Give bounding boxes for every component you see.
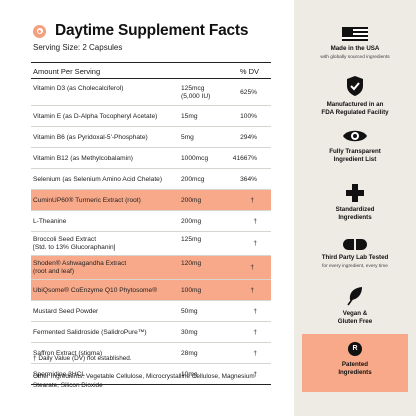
ingredient-name: Spermidine 3HCL [33, 371, 86, 378]
ingredient-name: Vitamin E (as D-Alpha Tocopheryl Acetate… [33, 113, 158, 120]
table-row: Vitamin E (as D-Alpha Tocopheryl Acetate… [31, 106, 271, 127]
ingredient-dv: † [253, 371, 257, 378]
table-row: Fermented Salidroside (SalidroPure™) 30m… [31, 322, 271, 343]
ingredient-dv: † [253, 218, 257, 225]
ingredient-name: UbiQsome® CoEnzyme Q10 Phytosome® [33, 287, 158, 294]
table-row: Selenium (as Selenium Amino Acid Chelate… [31, 169, 271, 190]
feature-vegan: Vegan & Gluten Free [294, 286, 416, 325]
ingredient-name: Vitamin B12 (as Methylcobalamin) [33, 155, 133, 162]
feature-fda-facility: Manufactured in an FDA Regulated Facilit… [294, 75, 416, 116]
ingredient-dv: 364% [240, 176, 257, 183]
ingredient-amount: 5mg [181, 134, 194, 141]
ingredient-amount: 1000mcg [181, 155, 209, 162]
ingredient-name: Vitamin D3 (as Cholecalciferol) [33, 85, 124, 92]
facts-table: Amount Per Serving % DV Vitamin D3 (as C… [31, 62, 271, 385]
ingredient-dv: † [253, 308, 257, 315]
feature-lab-tested: Third Party Lab Tested for every ingredi… [294, 239, 416, 269]
table-row: Vitamin B6 (as Pyridoxal-5'-Phosphate) 5… [31, 127, 271, 148]
ingredient-amount: 200mcg [181, 176, 205, 183]
ingredient-amount: 30mg [181, 329, 198, 336]
serving-size: Serving Size: 2 Capsules [33, 43, 123, 52]
feature-made-in-usa: Made in the USA with globally sourced in… [294, 27, 416, 60]
feature-title: Fully Transparent Ingredient List [329, 148, 381, 163]
page-title: Daytime Supplement Facts [55, 22, 249, 39]
table-row: L-Theanine 200mg † [31, 211, 271, 232]
feature-title: Standardized Ingredients [335, 206, 375, 221]
shield-check-icon [347, 76, 363, 96]
feature-title: Vegan & Gluten Free [337, 310, 373, 325]
table-row-highlighted: UbiQsome® CoEnzyme Q10 Phytosome® 100mg … [31, 280, 271, 301]
feature-subtitle: for every ingredient, every time [322, 263, 388, 269]
feature-title: Made in the USA [330, 45, 380, 52]
feature-transparent: Fully Transparent Ingredient List [294, 128, 416, 163]
ingredient-dv: 294% [240, 134, 257, 141]
title-row: Daytime Supplement Facts [33, 22, 249, 40]
supplement-facts-panel: Daytime Supplement Facts Serving Size: 2… [31, 22, 271, 389]
registered-icon: R [348, 342, 362, 356]
table-header: Amount Per Serving % DV [31, 63, 271, 79]
feature-title: Manufactured in an FDA Regulated Facilit… [321, 101, 389, 116]
eye-icon [343, 130, 367, 142]
column-dv-header: % DV [239, 67, 259, 76]
ingredient-name: Saffron Extract (stigma) [33, 350, 103, 357]
table-row-highlighted: Shoden® Ashwagandha Extract (root and le… [31, 256, 271, 280]
ingredient-name: Broccoli Seed Extract [Std. to 13% Gluco… [33, 236, 116, 251]
table-row: Mustard Seed Powder 50mg † [31, 301, 271, 322]
table-row: Spermidine 3HCL 10mg † [31, 364, 271, 385]
daily-value-footnote: † Daily Value (DV) not established. [33, 355, 132, 362]
leaf-icon [347, 287, 362, 306]
ingredient-amount: 28mg [181, 350, 198, 357]
table-row: Saffron Extract (stigma) 28mg † [31, 343, 271, 364]
table-row: Vitamin B12 (as Methylcobalamin) 1000mcg… [31, 148, 271, 169]
brand-logo-icon [33, 24, 46, 38]
ingredient-amount: 120mg [181, 260, 202, 267]
ingredient-name: CuminUP60® Turmeric Extract (root) [33, 197, 141, 204]
capsule-icon [343, 239, 367, 250]
ingredient-dv: † [253, 329, 257, 336]
ingredient-name: L-Theanine [33, 218, 67, 225]
ingredient-amount: 50mg [181, 308, 198, 315]
ingredient-amount: 100mg [181, 287, 202, 294]
ingredient-amount: 200mg [181, 197, 202, 204]
ingredient-amount: 200mg [181, 218, 202, 225]
ingredient-name: Shoden® Ashwagandha Extract (root and le… [33, 260, 127, 275]
ingredient-dv: 625% [240, 89, 257, 96]
table-row-highlighted: CuminUP60® Turmeric Extract (root) 200mg… [31, 190, 271, 211]
table-row: Broccoli Seed Extract [Std. to 13% Gluco… [31, 232, 271, 256]
feature-standardized: Standardized Ingredients [294, 184, 416, 221]
ingredient-dv: † [250, 287, 254, 294]
ingredient-name: Fermented Salidroside (SalidroPure™) [33, 329, 147, 336]
feature-title: Patented Ingredients [338, 361, 372, 376]
ingredient-amount: 125mg [181, 236, 202, 243]
ingredient-amount: 125mcg (5,000 IU) [181, 85, 211, 100]
table-row: Vitamin D3 (as Cholecalciferol) 125mcg (… [31, 79, 271, 106]
feature-title: Third Party Lab Tested [321, 254, 389, 261]
ingredient-dv: 100% [240, 113, 257, 120]
ingredient-dv: † [250, 197, 254, 204]
ingredient-dv: † [253, 240, 257, 247]
plus-cross-icon [346, 184, 364, 202]
features-sidebar: Made in the USA with globally sourced in… [294, 0, 416, 416]
ingredient-amount: 15mg [181, 113, 198, 120]
other-ingredients: Other Ingredients: Vegetable Cellulose, … [33, 373, 255, 389]
us-flag-icon [342, 27, 368, 41]
ingredient-name: Mustard Seed Powder [33, 308, 99, 315]
column-amount-header: Amount Per Serving [33, 67, 101, 76]
ingredient-dv: 41667% [232, 155, 257, 162]
feature-subtitle: with globally sourced ingredients [320, 54, 390, 60]
ingredient-dv: † [250, 264, 254, 271]
ingredient-name: Selenium (as Selenium Amino Acid Chelate… [33, 176, 163, 183]
ingredient-dv: † [253, 350, 257, 357]
feature-patented: R Patented Ingredients [302, 334, 408, 392]
ingredient-name: Vitamin B6 (as Pyridoxal-5'-Phosphate) [33, 134, 148, 141]
ingredient-amount: 10mg [181, 371, 198, 378]
